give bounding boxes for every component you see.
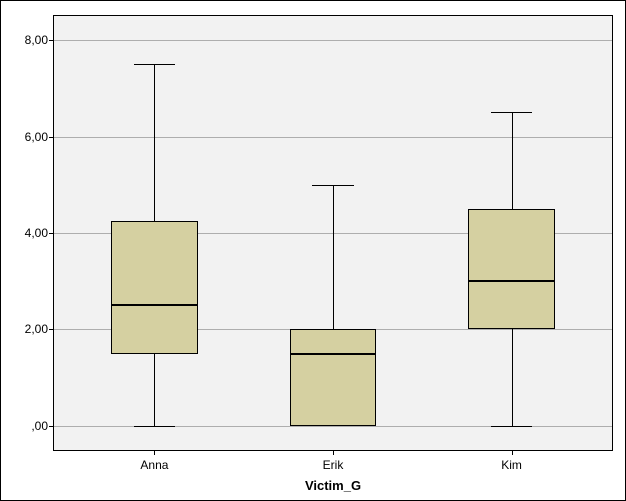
cap-lower: [491, 426, 533, 427]
median-line: [111, 304, 197, 306]
gridline: [54, 40, 612, 41]
whisker-upper: [512, 112, 513, 208]
median-line: [468, 280, 554, 282]
ytick-label: 8,00: [25, 33, 54, 47]
whisker-lower: [154, 354, 155, 426]
ytick-label: 6,00: [25, 130, 54, 144]
box: [468, 209, 554, 330]
cap-upper: [491, 112, 533, 113]
xtick-label: Kim: [501, 450, 522, 472]
whisker-upper: [333, 185, 334, 330]
gridline: [54, 137, 612, 138]
median-line: [290, 353, 376, 355]
xtick-label: Anna: [140, 450, 168, 472]
box: [290, 329, 376, 425]
cap-upper: [312, 185, 354, 186]
x-axis-title: Victim_G: [305, 478, 361, 493]
cap-lower: [134, 426, 176, 427]
whisker-lower: [512, 329, 513, 425]
box: [111, 221, 197, 354]
xtick-label: Erik: [323, 450, 344, 472]
chart-container: Victim_G ,00 2,00 4,00 6,00 8,00 Anna Erik Kim: [0, 0, 626, 501]
cap-upper: [134, 64, 176, 65]
plot-area: Victim_G ,002,004,006,008,00AnnaErikKim: [53, 15, 613, 451]
ytick-label: 4,00: [25, 226, 54, 240]
whisker-upper: [154, 64, 155, 221]
ytick-label: 2,00: [25, 322, 54, 336]
ytick-label: ,00: [31, 419, 54, 433]
